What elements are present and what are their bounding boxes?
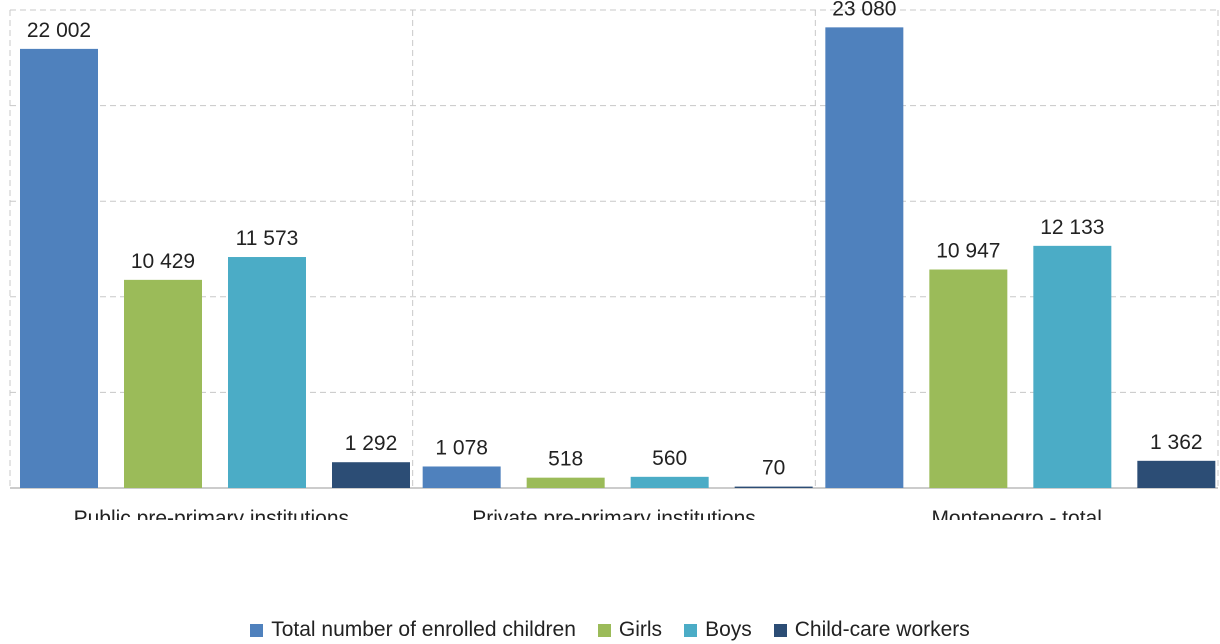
data-label: 518	[548, 448, 583, 471]
bar	[1033, 245, 1112, 488]
legend-label: Boys	[705, 618, 752, 641]
bar-chart: 22 002 10 429 11 573 1 292 1 078 518 560 70 23 0…	[9, 0, 1219, 520]
data-label: 1 362	[1150, 431, 1203, 454]
chart-legend: Total number of enrolled children Girls Bo…	[0, 618, 1220, 642]
legend-swatch	[250, 623, 264, 637]
legend-item: Girls	[597, 618, 663, 642]
data-label: 22 002	[27, 19, 91, 42]
category-label: Public pre-primary institutions	[74, 507, 349, 520]
chart-grid	[9, 9, 1219, 489]
data-label: 10 429	[131, 250, 195, 273]
chart-bars	[20, 27, 1216, 488]
legend-swatch	[597, 623, 611, 637]
legend-swatch	[773, 623, 787, 637]
legend-label: Child-care workers	[794, 618, 970, 641]
bar	[20, 48, 98, 488]
category-label: Private pre-primary institutions	[472, 507, 756, 520]
data-label: 560	[652, 447, 687, 470]
category-label: Montenegro - total	[931, 507, 1101, 520]
bar	[422, 466, 501, 488]
legend-swatch	[684, 623, 698, 637]
legend-label: Total number of enrolled children	[271, 618, 576, 641]
data-label: 11 573	[236, 227, 299, 250]
data-label: 12 133	[1040, 216, 1104, 239]
data-label: 23 080	[832, 0, 896, 20]
bar	[228, 257, 306, 488]
chart-data-labels: 22 002 10 429 11 573 1 292 1 078 518 560 70 23 0…	[27, 0, 1203, 480]
legend-label: Girls	[618, 618, 663, 641]
legend-item: Child-care workers	[773, 618, 970, 642]
data-label: 1 292	[345, 432, 398, 455]
legend-item: Boys	[684, 618, 752, 642]
bar	[734, 486, 813, 488]
bar	[929, 269, 1008, 488]
bar	[124, 279, 202, 488]
data-label: 70	[762, 457, 785, 480]
bar	[825, 27, 904, 488]
bar	[332, 462, 410, 488]
chart-category-labels: Public pre-primary institutions Private p…	[74, 507, 1102, 520]
legend-item: Total number of enrolled children	[250, 618, 576, 642]
data-label: 1 078	[435, 436, 488, 459]
bar	[526, 477, 605, 488]
bar	[1137, 460, 1216, 488]
bar	[630, 476, 709, 488]
data-label: 10 947	[936, 240, 1000, 263]
